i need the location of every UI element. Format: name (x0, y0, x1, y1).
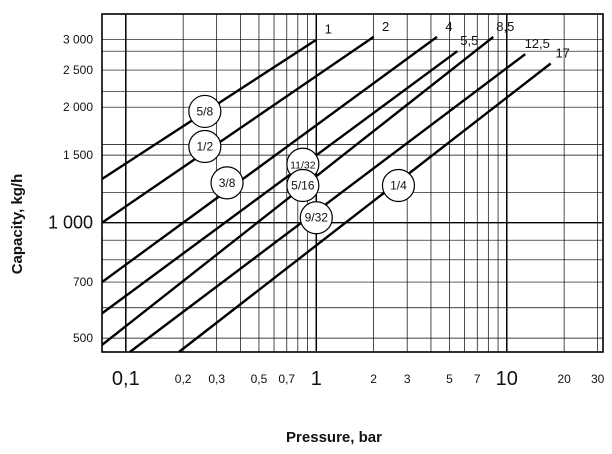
y-tick-label-1-500: 1 500 (63, 148, 93, 162)
annotation-text: 5/16 (291, 178, 315, 192)
x-tick-label-30: 30 (591, 372, 605, 386)
y-tick-label-1-000: 1 000 (48, 213, 93, 233)
y-tick-label-2-500: 2 500 (63, 63, 93, 77)
series-label-5-5: 5,5 (460, 33, 478, 48)
x-tick-label-20: 20 (557, 372, 571, 386)
series-label-17: 17 (555, 46, 569, 61)
series-lines (101, 35, 552, 353)
x-tick-label-1: 1 (311, 368, 322, 390)
annotation-circle (286, 168, 320, 203)
annotation-circle (210, 166, 244, 200)
annotation-9-32: 9/32 (299, 201, 333, 235)
y-tick-label-700: 700 (73, 275, 93, 289)
annotation-text: 1/2 (197, 139, 214, 153)
series-label-4: 4 (445, 19, 452, 34)
y-axis-label: Capacity, kg/h (9, 174, 26, 275)
annotation-1-2: 1/2 (188, 129, 222, 164)
annotation-5-16: 5/16 (286, 168, 320, 203)
series-label-2: 2 (382, 19, 389, 34)
annotation-5-8: 5/8 (188, 94, 222, 129)
x-tick-label-0-2: 0,2 (175, 372, 192, 386)
series-label-12-5: 12,5 (525, 36, 550, 51)
tick-labels: 0,1 0,2 0,3 0,5 0,7 1 2 3 5 7 10 20 30 500 700 1 000 1 5… (48, 33, 605, 390)
annotation-text: 3/8 (219, 176, 236, 190)
series-line-17 (178, 62, 552, 353)
annotation-1-4: 1/4 (381, 168, 416, 203)
annotation-text: 5/8 (197, 104, 214, 118)
series-line-12-5 (129, 53, 526, 353)
x-axis-label: Pressure, bar (286, 429, 382, 446)
x-tick-label-2: 2 (370, 372, 377, 386)
series-line-5-5 (101, 50, 459, 315)
annotation-text: 1/4 (390, 178, 407, 192)
series-label-1: 1 (325, 22, 332, 37)
y-tick-label-3-000: 3 000 (63, 33, 93, 47)
x-tick-label-5: 5 (446, 372, 453, 386)
y-tick-label-500: 500 (73, 331, 93, 345)
x-tick-label-0-7: 0,7 (278, 372, 295, 386)
x-tick-label-7: 7 (474, 372, 481, 386)
plot-frame (101, 13, 604, 353)
annotation-circle (188, 94, 222, 129)
annotation-circle (299, 201, 333, 235)
series-line-4 (101, 35, 438, 284)
annotation-circle (188, 129, 222, 164)
annotation-3-8: 3/8 (210, 166, 244, 200)
y-tick-label-2-000: 2 000 (63, 100, 93, 114)
series-labels: 1 2 4 5,5 8,5 12,5 17 (325, 19, 570, 61)
annotation-text: 11/32 (290, 159, 316, 171)
annotations: 5/8 1/2 3/8 11/32 5/16 9/32 1/4 (188, 94, 416, 235)
annotation-circle (381, 168, 416, 203)
annotation-text: 9/32 (305, 211, 329, 225)
series-line-2 (101, 35, 375, 224)
x-tick-label-0-1: 0,1 (112, 368, 140, 390)
x-tick-label-0-5: 0,5 (251, 372, 268, 386)
series-label-8-5: 8,5 (496, 19, 514, 34)
x-tick-label-3: 3 (404, 372, 411, 386)
x-tick-label-10: 10 (496, 368, 518, 390)
grid (102, 14, 603, 352)
x-tick-label-0-3: 0,3 (208, 372, 225, 386)
